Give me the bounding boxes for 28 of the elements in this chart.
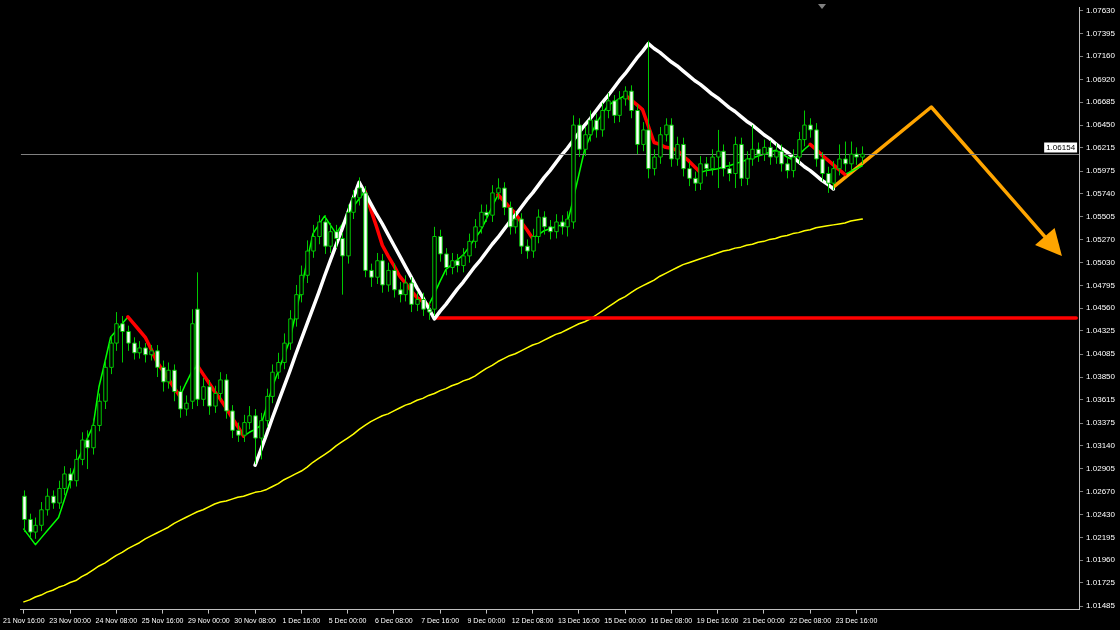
y-tick-label: 1.04560	[1086, 303, 1116, 313]
y-tick-label: 1.04795	[1086, 280, 1116, 290]
y-tick-label: 1.05030	[1086, 257, 1116, 267]
y-tick-label: 1.04085	[1086, 349, 1116, 359]
y-tick-label: 1.02430	[1086, 509, 1116, 519]
y-tick-label: 1.01960	[1086, 555, 1116, 565]
y-tick-label: 1.06215	[1086, 143, 1116, 153]
y-tick-label: 1.07160	[1086, 51, 1116, 61]
ref-line-label: 1.06154	[1046, 142, 1076, 152]
y-tick-label: 1.03140	[1086, 441, 1116, 451]
y-tick-label: 1.04325	[1086, 326, 1116, 336]
y-tick-label: 1.05975	[1086, 166, 1116, 176]
y-tick-label: 1.05505	[1086, 211, 1116, 221]
y-tick-label: 1.06685	[1086, 97, 1116, 107]
y-tick-label: 1.03615	[1086, 395, 1116, 404]
y-tick-label: 1.05740	[1086, 189, 1116, 199]
y-tick-label: 1.07395	[1086, 28, 1116, 38]
y-tick-label: 1.07630	[1086, 5, 1116, 15]
y-tick-label: 1.01485	[1086, 601, 1116, 611]
y-tick-label: 1.05270	[1086, 234, 1116, 244]
y-tick-label: 1.01725	[1086, 578, 1116, 588]
y-tick-label: 1.03375	[1086, 418, 1116, 428]
y-tick-label: 1.02670	[1086, 486, 1116, 496]
y-tick-label: 1.03850	[1086, 372, 1116, 382]
y-tick-label: 1.06450	[1086, 120, 1116, 130]
y-tick-label: 1.06920	[1086, 74, 1116, 84]
y-tick-label: 1.02905	[1086, 463, 1116, 473]
y-tick-label: 1.02195	[1086, 532, 1116, 542]
